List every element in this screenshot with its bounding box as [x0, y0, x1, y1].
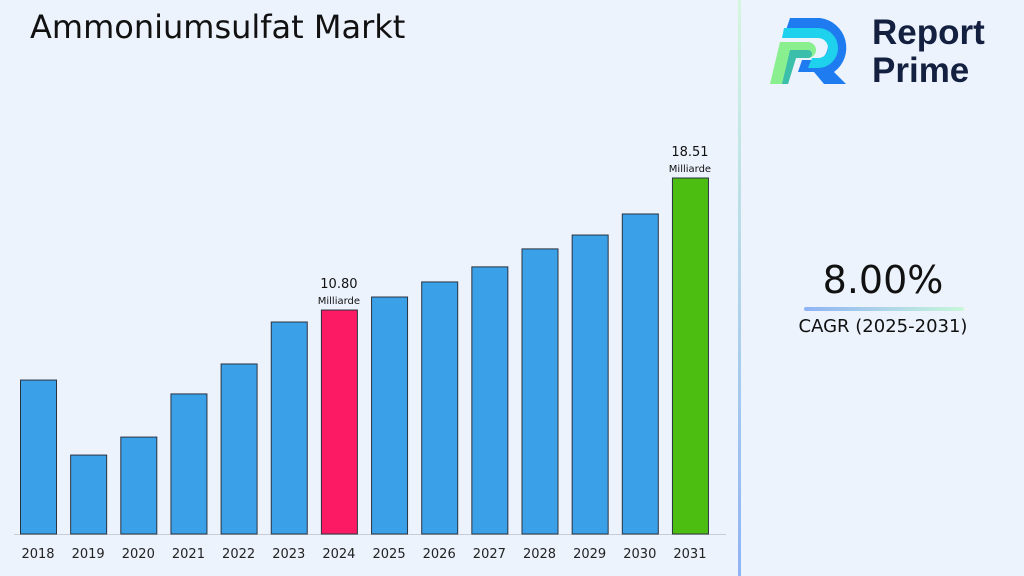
x-tick-label: 2018	[21, 547, 54, 562]
bar-2026	[421, 281, 459, 535]
x-tick-label: 2023	[272, 547, 305, 562]
bar-2023	[270, 321, 308, 535]
x-tick-label: 2031	[673, 547, 706, 562]
bar-2031	[671, 177, 709, 535]
bar-2029	[571, 234, 609, 535]
cagr-value: 8.00%	[822, 258, 944, 302]
x-tick-label: 2029	[573, 547, 606, 562]
data-label-value: 10.80	[320, 277, 357, 292]
logo-line1: Report	[872, 13, 985, 52]
logo-text: Report Prime	[872, 14, 985, 90]
x-tick-label: 2022	[222, 547, 255, 562]
x-tick-label: 2021	[172, 547, 205, 562]
bar-2028	[521, 248, 559, 535]
cagr-underline	[804, 307, 964, 311]
divider	[738, 0, 741, 576]
bar-2030	[621, 213, 659, 535]
chart-title: Ammoniumsulfat Markt	[30, 8, 406, 46]
x-tick-label: 2019	[72, 547, 105, 562]
bar-2020	[120, 436, 158, 535]
x-tick-label: 2024	[322, 547, 355, 562]
bar-2025	[371, 296, 409, 535]
bar-2027	[471, 266, 509, 535]
logo-line2: Prime	[872, 51, 970, 90]
x-tick-label: 2020	[122, 547, 155, 562]
report-prime-logo-icon	[770, 18, 847, 84]
data-label-value: 18.51	[671, 145, 708, 160]
bar-2018	[20, 379, 57, 535]
bar-2024	[320, 309, 358, 535]
x-tick-label: 2028	[523, 547, 556, 562]
data-label-unit: Milliarde	[669, 164, 711, 175]
x-tick-label: 2026	[423, 547, 456, 562]
bar-2022	[220, 363, 258, 535]
bar-chart: 2018 2019 2020 2021 2022 2023 2024 10.80 Milliar…	[14, 145, 726, 562]
bar-2019	[70, 454, 108, 535]
x-tick-label: 2030	[623, 547, 656, 562]
x-tick-label: 2027	[473, 547, 506, 562]
data-label-unit: Milliarde	[318, 296, 360, 307]
x-tick-label: 2025	[373, 547, 406, 562]
cagr-label: CAGR (2025-2031)	[798, 316, 968, 337]
bar-2021	[170, 393, 208, 535]
